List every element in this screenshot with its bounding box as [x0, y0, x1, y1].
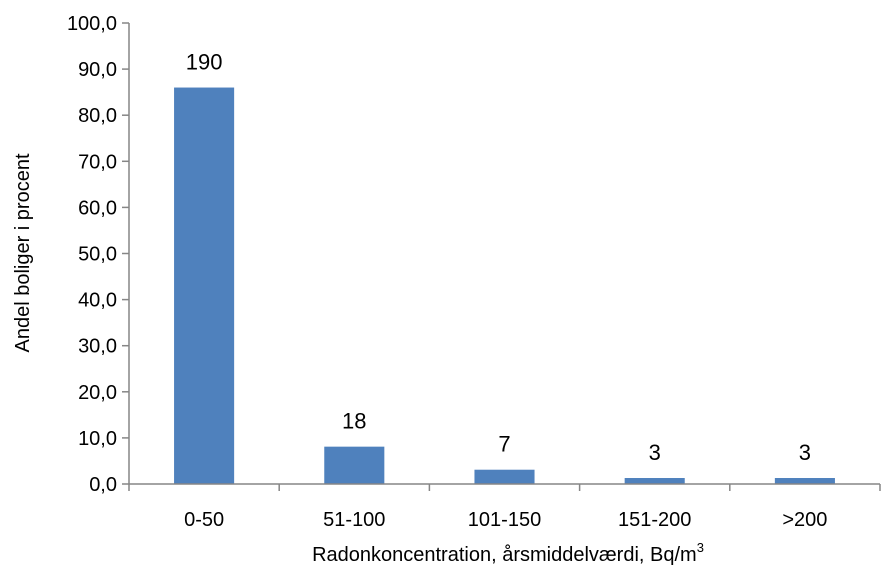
bar	[624, 478, 685, 484]
x-tick-label: 101-150	[468, 509, 541, 531]
bars	[174, 87, 835, 484]
y-tick-label: 50,0	[78, 244, 117, 266]
bar-data-label: 18	[342, 409, 366, 434]
bar-data-label: 190	[186, 50, 223, 75]
y-tick-label: 90,0	[78, 59, 117, 81]
bar	[324, 446, 385, 484]
y-tick-label: 20,0	[78, 382, 117, 404]
y-tick-label: 60,0	[78, 197, 117, 219]
x-axis-title: Radonkoncentration, årsmiddelværdi, Bq/m…	[312, 540, 704, 566]
x-axis-tick-labels: 0-50 51-100 101-150 151-200 >200	[184, 509, 827, 531]
y-tick-label: 70,0	[78, 151, 117, 173]
y-tick-label: 30,0	[78, 336, 117, 358]
y-tick-label: 10,0	[78, 428, 117, 450]
y-tick-label: 100,0	[67, 13, 117, 35]
data-labels: 190 18 7 3 3	[186, 50, 811, 465]
x-tick-label: >200	[782, 509, 827, 531]
bar-data-label: 3	[649, 440, 661, 465]
x-axis-title-text: Radonkoncentration, årsmiddelværdi, Bq/m	[312, 544, 697, 566]
bar	[774, 478, 835, 484]
x-tick-label: 0-50	[184, 509, 224, 531]
x-tick-label: 51-100	[323, 509, 385, 531]
bar-data-label: 3	[799, 440, 811, 465]
bar-data-label: 7	[498, 432, 510, 457]
x-axis-title-superscript: 3	[697, 540, 704, 555]
bar	[174, 87, 235, 484]
x-tick-label: 151-200	[618, 509, 691, 531]
y-tick-label: 0,0	[89, 474, 117, 496]
y-tick-label: 80,0	[78, 105, 117, 127]
x-axis-ticks	[128, 484, 881, 491]
y-tick-label: 40,0	[78, 290, 117, 312]
bar	[474, 469, 535, 484]
y-axis-ticks: 0,0 10,0 20,0 30,0 40,0 50,0 60,0 70,0 80,0 90,0 1…	[67, 13, 129, 496]
y-axis-title: Andel boliger i procent	[12, 153, 34, 352]
